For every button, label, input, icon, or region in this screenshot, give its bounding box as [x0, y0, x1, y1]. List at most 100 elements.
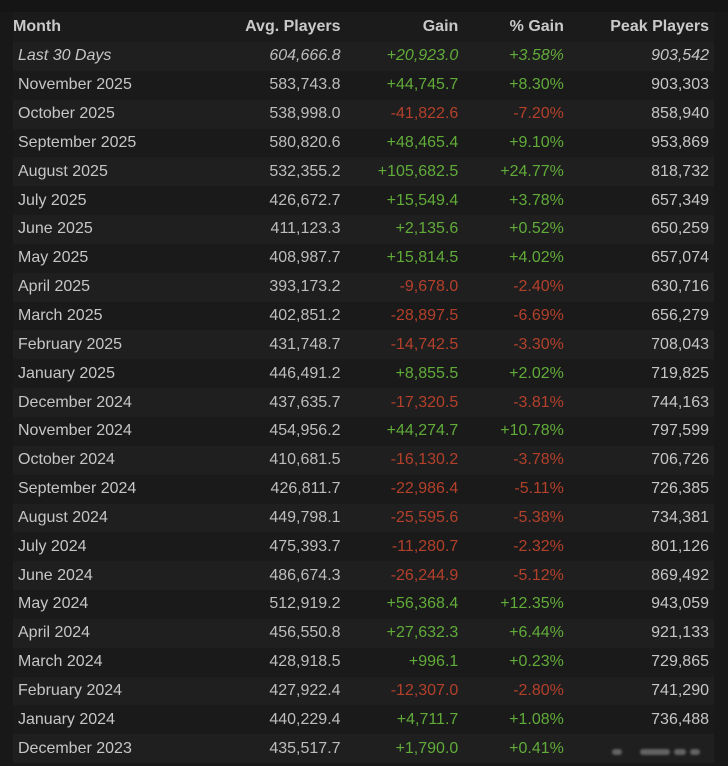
avg-players-cell: 431,748.7: [196, 330, 341, 360]
table-row: June 2024 486,674.3 -26,244.9 -5.12% 869,492: [13, 561, 714, 591]
gain-cell: +2,135.6: [340, 215, 459, 244]
pct-gain-cell: -5.11%: [458, 474, 564, 504]
avg-players-cell: 428,918.5: [196, 647, 341, 677]
gain-cell: +8,855.5: [340, 359, 459, 389]
peak-players-cell: 719,825: [563, 359, 714, 389]
pct-gain-cell: -3.81%: [458, 388, 564, 417]
pct-gain-cell: +0.41%: [458, 734, 564, 764]
table-row: December 2023 435,517.7 +1,790.0 +0.41%: [13, 734, 714, 764]
month-cell: November 2024: [13, 416, 196, 446]
pct-gain-cell: -2.32%: [458, 532, 564, 562]
gain-cell: -14,742.5: [340, 330, 459, 360]
pct-gain-cell: +4.02%: [458, 243, 564, 273]
month-cell: October 2024: [13, 445, 196, 475]
month-cell: May 2025: [13, 243, 196, 273]
gain-cell: -41,822.6: [340, 99, 459, 129]
gain-cell: +105,682.5: [340, 157, 459, 187]
table-row: March 2025 402,851.2 -28,897.5 -6.69% 656,27…: [13, 301, 714, 331]
peak-players-cell: 656,279: [563, 301, 714, 331]
table-header-row: Month Avg. Players Gain % Gain Peak Play…: [13, 12, 714, 42]
avg-players-cell: 410,681.5: [196, 445, 341, 475]
table-row: January 2024 440,229.4 +4,711.7 +1.08% 736,4…: [13, 705, 714, 735]
peak-players-cell: 797,599: [563, 416, 714, 446]
peak-players-cell: [563, 734, 714, 764]
peak-players-cell: 818,732: [563, 157, 714, 187]
month-cell: January 2025: [13, 359, 196, 389]
table-row: Last 30 Days 604,666.8 +20,923.0 +3.58% 903,…: [13, 42, 714, 71]
gain-cell: +44,274.7: [340, 416, 459, 446]
gain-cell: -12,307.0: [340, 676, 459, 706]
peak-players-cell: 708,043: [563, 330, 714, 360]
month-cell: November 2025: [13, 70, 196, 100]
month-cell: February 2024: [13, 676, 196, 706]
avg-players-cell: 538,998.0: [196, 99, 341, 129]
top-edge: [0, 0, 728, 12]
table-row: April 2025 393,173.2 -9,678.0 -2.40% 630,716: [13, 272, 714, 302]
gain-cell: -22,986.4: [340, 474, 459, 504]
peak-players-cell: 903,303: [563, 70, 714, 100]
gain-cell: +20,923.0: [340, 42, 459, 71]
pct-gain-cell: +6.44%: [458, 618, 564, 648]
avg-players-cell: 532,355.2: [196, 157, 341, 187]
month-cell: June 2025: [13, 215, 196, 244]
pct-gain-cell: +8.30%: [458, 70, 564, 100]
pct-gain-cell: +9.10%: [458, 128, 564, 158]
month-cell: September 2025: [13, 128, 196, 158]
month-cell: September 2024: [13, 474, 196, 504]
peak-players-cell: 953,869: [563, 128, 714, 158]
peak-players-cell: 869,492: [563, 561, 714, 591]
table-row: May 2025 408,987.7 +15,814.5 +4.02% 657,074: [13, 243, 714, 273]
table-row: October 2024 410,681.5 -16,130.2 -3.78% 706,…: [13, 445, 714, 475]
avg-players-cell: 402,851.2: [196, 301, 341, 331]
table-row: July 2024 475,393.7 -11,280.7 -2.32% 801,126: [13, 532, 714, 562]
month-cell: March 2025: [13, 301, 196, 331]
month-cell: July 2024: [13, 532, 196, 562]
peak-players-cell: 706,726: [563, 445, 714, 475]
pct-gain-cell: -5.38%: [458, 503, 564, 533]
avg-players-cell: 604,666.8: [196, 42, 341, 71]
gain-cell: -26,244.9: [340, 561, 459, 591]
table-row: July 2025 426,672.7 +15,549.4 +3.78% 657,349: [13, 186, 714, 216]
gain-cell: +4,711.7: [340, 705, 459, 735]
avg-players-cell: 512,919.2: [196, 590, 341, 619]
header-month[interactable]: Month: [13, 12, 196, 42]
gain-cell: +44,745.7: [340, 70, 459, 100]
header-avg-players[interactable]: Avg. Players: [196, 12, 341, 42]
month-cell: August 2024: [13, 503, 196, 533]
table-row: November 2025 583,743.8 +44,745.7 +8.30% 903…: [13, 70, 714, 100]
pct-gain-cell: -2.80%: [458, 676, 564, 706]
gain-cell: +996.1: [340, 647, 459, 677]
month-cell: May 2024: [13, 590, 196, 619]
peak-players-cell: 657,074: [563, 243, 714, 273]
header-peak-players[interactable]: Peak Players: [563, 12, 714, 42]
gain-cell: -9,678.0: [340, 272, 459, 302]
gain-cell: +56,368.4: [340, 590, 459, 619]
avg-players-cell: 437,635.7: [196, 388, 341, 417]
header-pct-gain[interactable]: % Gain: [458, 12, 564, 42]
avg-players-cell: 426,811.7: [196, 474, 341, 504]
table-row: March 2024 428,918.5 +996.1 +0.23% 729,865: [13, 647, 714, 677]
gain-cell: +15,549.4: [340, 186, 459, 216]
month-cell: April 2024: [13, 618, 196, 648]
pct-gain-cell: +10.78%: [458, 416, 564, 446]
avg-players-cell: 583,743.8: [196, 70, 341, 100]
table-row: June 2025 411,123.3 +2,135.6 +0.52% 650,259: [13, 215, 714, 244]
avg-players-cell: 456,550.8: [196, 618, 341, 648]
avg-players-cell: 435,517.7: [196, 734, 341, 764]
avg-players-cell: 475,393.7: [196, 532, 341, 562]
pct-gain-cell: -3.78%: [458, 445, 564, 475]
avg-players-cell: 411,123.3: [196, 215, 341, 244]
pct-gain-cell: +0.52%: [458, 215, 564, 244]
watermark: [612, 742, 718, 755]
gain-cell: -17,320.5: [340, 388, 459, 417]
header-gain[interactable]: Gain: [340, 12, 459, 42]
pct-gain-cell: +2.02%: [458, 359, 564, 389]
pct-gain-cell: +3.78%: [458, 186, 564, 216]
avg-players-cell: 449,798.1: [196, 503, 341, 533]
gain-cell: +27,632.3: [340, 618, 459, 648]
gain-cell: -28,897.5: [340, 301, 459, 331]
month-cell: December 2024: [13, 388, 196, 417]
avg-players-cell: 408,987.7: [196, 243, 341, 273]
month-cell: December 2023: [13, 734, 196, 764]
peak-players-cell: 903,542: [563, 42, 714, 71]
